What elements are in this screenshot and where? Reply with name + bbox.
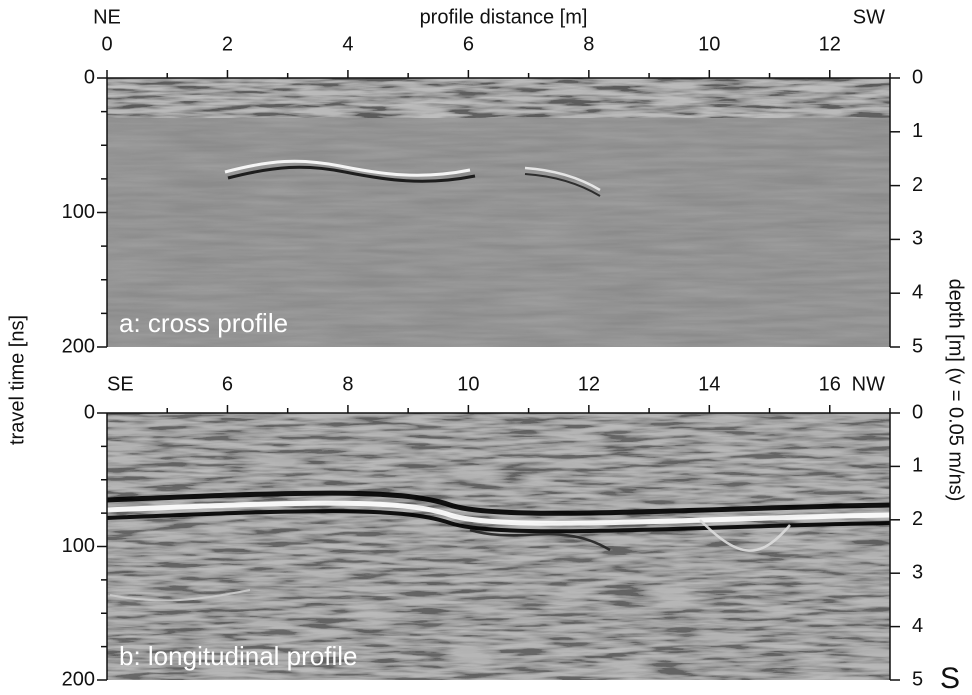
x-tick-label: 6 xyxy=(222,373,233,395)
reflection xyxy=(469,528,611,552)
panel-label: a: cross profile xyxy=(119,308,288,338)
y2-tick-label: 5 xyxy=(912,335,923,357)
reflection xyxy=(524,166,601,192)
y-tick-label: 200 xyxy=(62,335,95,357)
x-tick-label: 12 xyxy=(578,373,600,395)
y2-tick-label: 3 xyxy=(912,561,923,583)
reflection xyxy=(106,509,891,534)
y2-tick-label: 1 xyxy=(912,120,923,142)
reflection xyxy=(699,519,791,552)
reflection xyxy=(106,490,891,516)
y2-tick-label: 2 xyxy=(912,508,923,530)
corner-label: SE xyxy=(107,373,134,395)
x-tick-label: 0 xyxy=(101,33,112,55)
corner-label: NW xyxy=(852,373,885,395)
x-tick-label: 10 xyxy=(457,373,479,395)
x-tick-label: 10 xyxy=(698,33,720,55)
y-tick-label: 0 xyxy=(84,401,95,423)
y-tick-label: 100 xyxy=(62,201,95,223)
y-tick-label: 200 xyxy=(62,668,95,690)
y2-tick-label: 0 xyxy=(912,401,923,423)
reflection xyxy=(227,165,476,183)
radargram-texture xyxy=(107,78,890,347)
y2-tick-label: 3 xyxy=(912,228,923,250)
radargram-texture xyxy=(107,78,890,118)
x-tick-label: 16 xyxy=(819,373,841,395)
panel-label: b: longitudinal profile xyxy=(119,641,358,671)
reflection xyxy=(224,159,471,177)
x-axis-label: profile distance [m] xyxy=(420,6,588,28)
y-axis-label: travel time [ns] xyxy=(6,315,28,445)
reflection xyxy=(109,589,251,602)
reflection xyxy=(106,500,891,526)
reflection xyxy=(524,173,601,197)
y2-tick-label: 1 xyxy=(912,455,923,477)
x-tick-label: 4 xyxy=(342,33,353,55)
cut-off-text: S xyxy=(940,662,960,695)
y2-axis-label: depth [m] (v = 0.05 m/ns) xyxy=(945,279,967,502)
x-tick-label: 8 xyxy=(342,373,353,395)
y-tick-label: 0 xyxy=(84,66,95,88)
y2-tick-label: 2 xyxy=(912,174,923,196)
y2-tick-label: 0 xyxy=(912,66,923,88)
x-tick-label: 12 xyxy=(819,33,841,55)
y2-tick-label: 4 xyxy=(912,615,923,637)
x-tick-label: 2 xyxy=(222,33,233,55)
radargram-texture xyxy=(107,413,890,680)
y2-tick-label: 4 xyxy=(912,281,923,303)
x-tick-label: 6 xyxy=(463,33,474,55)
corner-label: SW xyxy=(853,6,885,28)
y-tick-label: 100 xyxy=(62,535,95,557)
x-tick-label: 8 xyxy=(583,33,594,55)
x-tick-label: 14 xyxy=(698,373,720,395)
corner-label: NE xyxy=(93,6,121,28)
y2-tick-label: 5 xyxy=(912,668,923,690)
